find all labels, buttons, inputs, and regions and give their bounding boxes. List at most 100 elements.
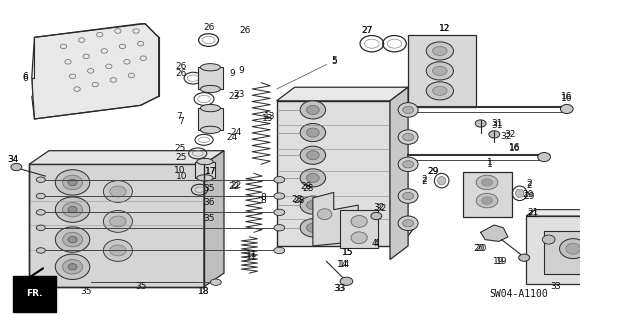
Text: 10: 10 [174,166,186,175]
Text: 24: 24 [227,133,238,142]
Text: 18: 18 [198,287,210,296]
Bar [544,231,603,274]
Ellipse shape [559,239,587,259]
Text: 7: 7 [179,117,184,126]
Text: 35: 35 [203,214,214,223]
Polygon shape [276,87,408,101]
Polygon shape [626,210,635,284]
Ellipse shape [200,126,220,134]
Text: 28: 28 [292,195,303,204]
Text: 16: 16 [508,143,520,152]
Ellipse shape [438,176,445,185]
Ellipse shape [36,193,45,199]
Text: 31: 31 [492,119,503,128]
Text: 15: 15 [342,248,353,257]
Text: 35: 35 [203,184,214,193]
Ellipse shape [68,206,77,213]
Text: 8: 8 [260,196,266,205]
Ellipse shape [516,189,524,198]
Text: 32: 32 [500,132,512,141]
Polygon shape [390,87,408,260]
Text: 12: 12 [438,24,450,33]
Text: 16: 16 [508,144,520,153]
Text: 3: 3 [554,282,560,291]
Text: 4: 4 [372,239,378,248]
Ellipse shape [403,192,413,200]
Text: 22: 22 [228,182,239,192]
Bar [195,162,215,178]
Ellipse shape [340,277,353,285]
Ellipse shape [561,105,573,113]
Ellipse shape [433,86,447,95]
Ellipse shape [68,264,77,270]
Ellipse shape [476,175,498,190]
Text: 14: 14 [339,260,350,269]
Ellipse shape [398,157,418,172]
Text: 26: 26 [203,23,214,32]
Text: 4: 4 [374,239,379,248]
Ellipse shape [426,42,454,60]
Ellipse shape [351,215,367,227]
Ellipse shape [300,123,326,142]
Ellipse shape [307,173,319,182]
Text: 5: 5 [331,55,337,65]
Text: 23: 23 [234,90,245,99]
Ellipse shape [426,82,454,100]
Text: 2: 2 [422,177,428,186]
Bar [198,108,223,130]
Ellipse shape [398,189,418,203]
Ellipse shape [63,203,83,217]
Text: 16: 16 [561,92,573,101]
Ellipse shape [403,220,413,227]
Bar [276,101,390,246]
Text: 9: 9 [229,69,235,78]
Ellipse shape [63,260,83,274]
Ellipse shape [196,158,213,165]
Ellipse shape [403,134,413,141]
Text: 34: 34 [7,155,19,164]
Text: 33: 33 [334,284,346,293]
Text: 6: 6 [22,74,28,83]
Ellipse shape [566,243,580,254]
Ellipse shape [274,225,285,231]
Text: 31: 31 [492,121,503,130]
Ellipse shape [36,177,45,182]
Ellipse shape [307,201,319,210]
Text: 33: 33 [333,284,345,293]
Text: 28: 28 [294,196,305,205]
Text: 9: 9 [238,66,244,75]
Polygon shape [204,151,224,287]
Text: 26: 26 [176,62,187,71]
Ellipse shape [403,161,413,168]
Ellipse shape [300,219,326,237]
Text: 35: 35 [81,287,92,296]
Polygon shape [481,225,508,241]
Bar [526,216,626,284]
Text: 27: 27 [362,26,373,36]
Bar [29,164,204,287]
Text: 13: 13 [264,112,275,121]
Ellipse shape [63,232,83,247]
Text: 16: 16 [561,94,573,103]
Ellipse shape [68,179,77,186]
Text: 29: 29 [428,167,439,176]
Text: 34: 34 [7,155,19,164]
Ellipse shape [307,223,319,232]
Text: 28: 28 [303,184,314,193]
Ellipse shape [274,247,285,254]
Bar [408,35,476,107]
Text: 12: 12 [438,24,450,33]
Ellipse shape [307,128,319,137]
Ellipse shape [109,245,126,256]
Text: 27: 27 [362,26,373,36]
Ellipse shape [36,210,45,215]
Ellipse shape [104,180,132,203]
Text: 13: 13 [262,114,273,123]
Ellipse shape [476,120,486,127]
Ellipse shape [489,131,500,138]
Ellipse shape [55,254,90,279]
Ellipse shape [317,209,332,220]
Text: 32: 32 [375,204,387,213]
Text: 20: 20 [475,244,486,253]
Text: 11: 11 [246,250,258,260]
